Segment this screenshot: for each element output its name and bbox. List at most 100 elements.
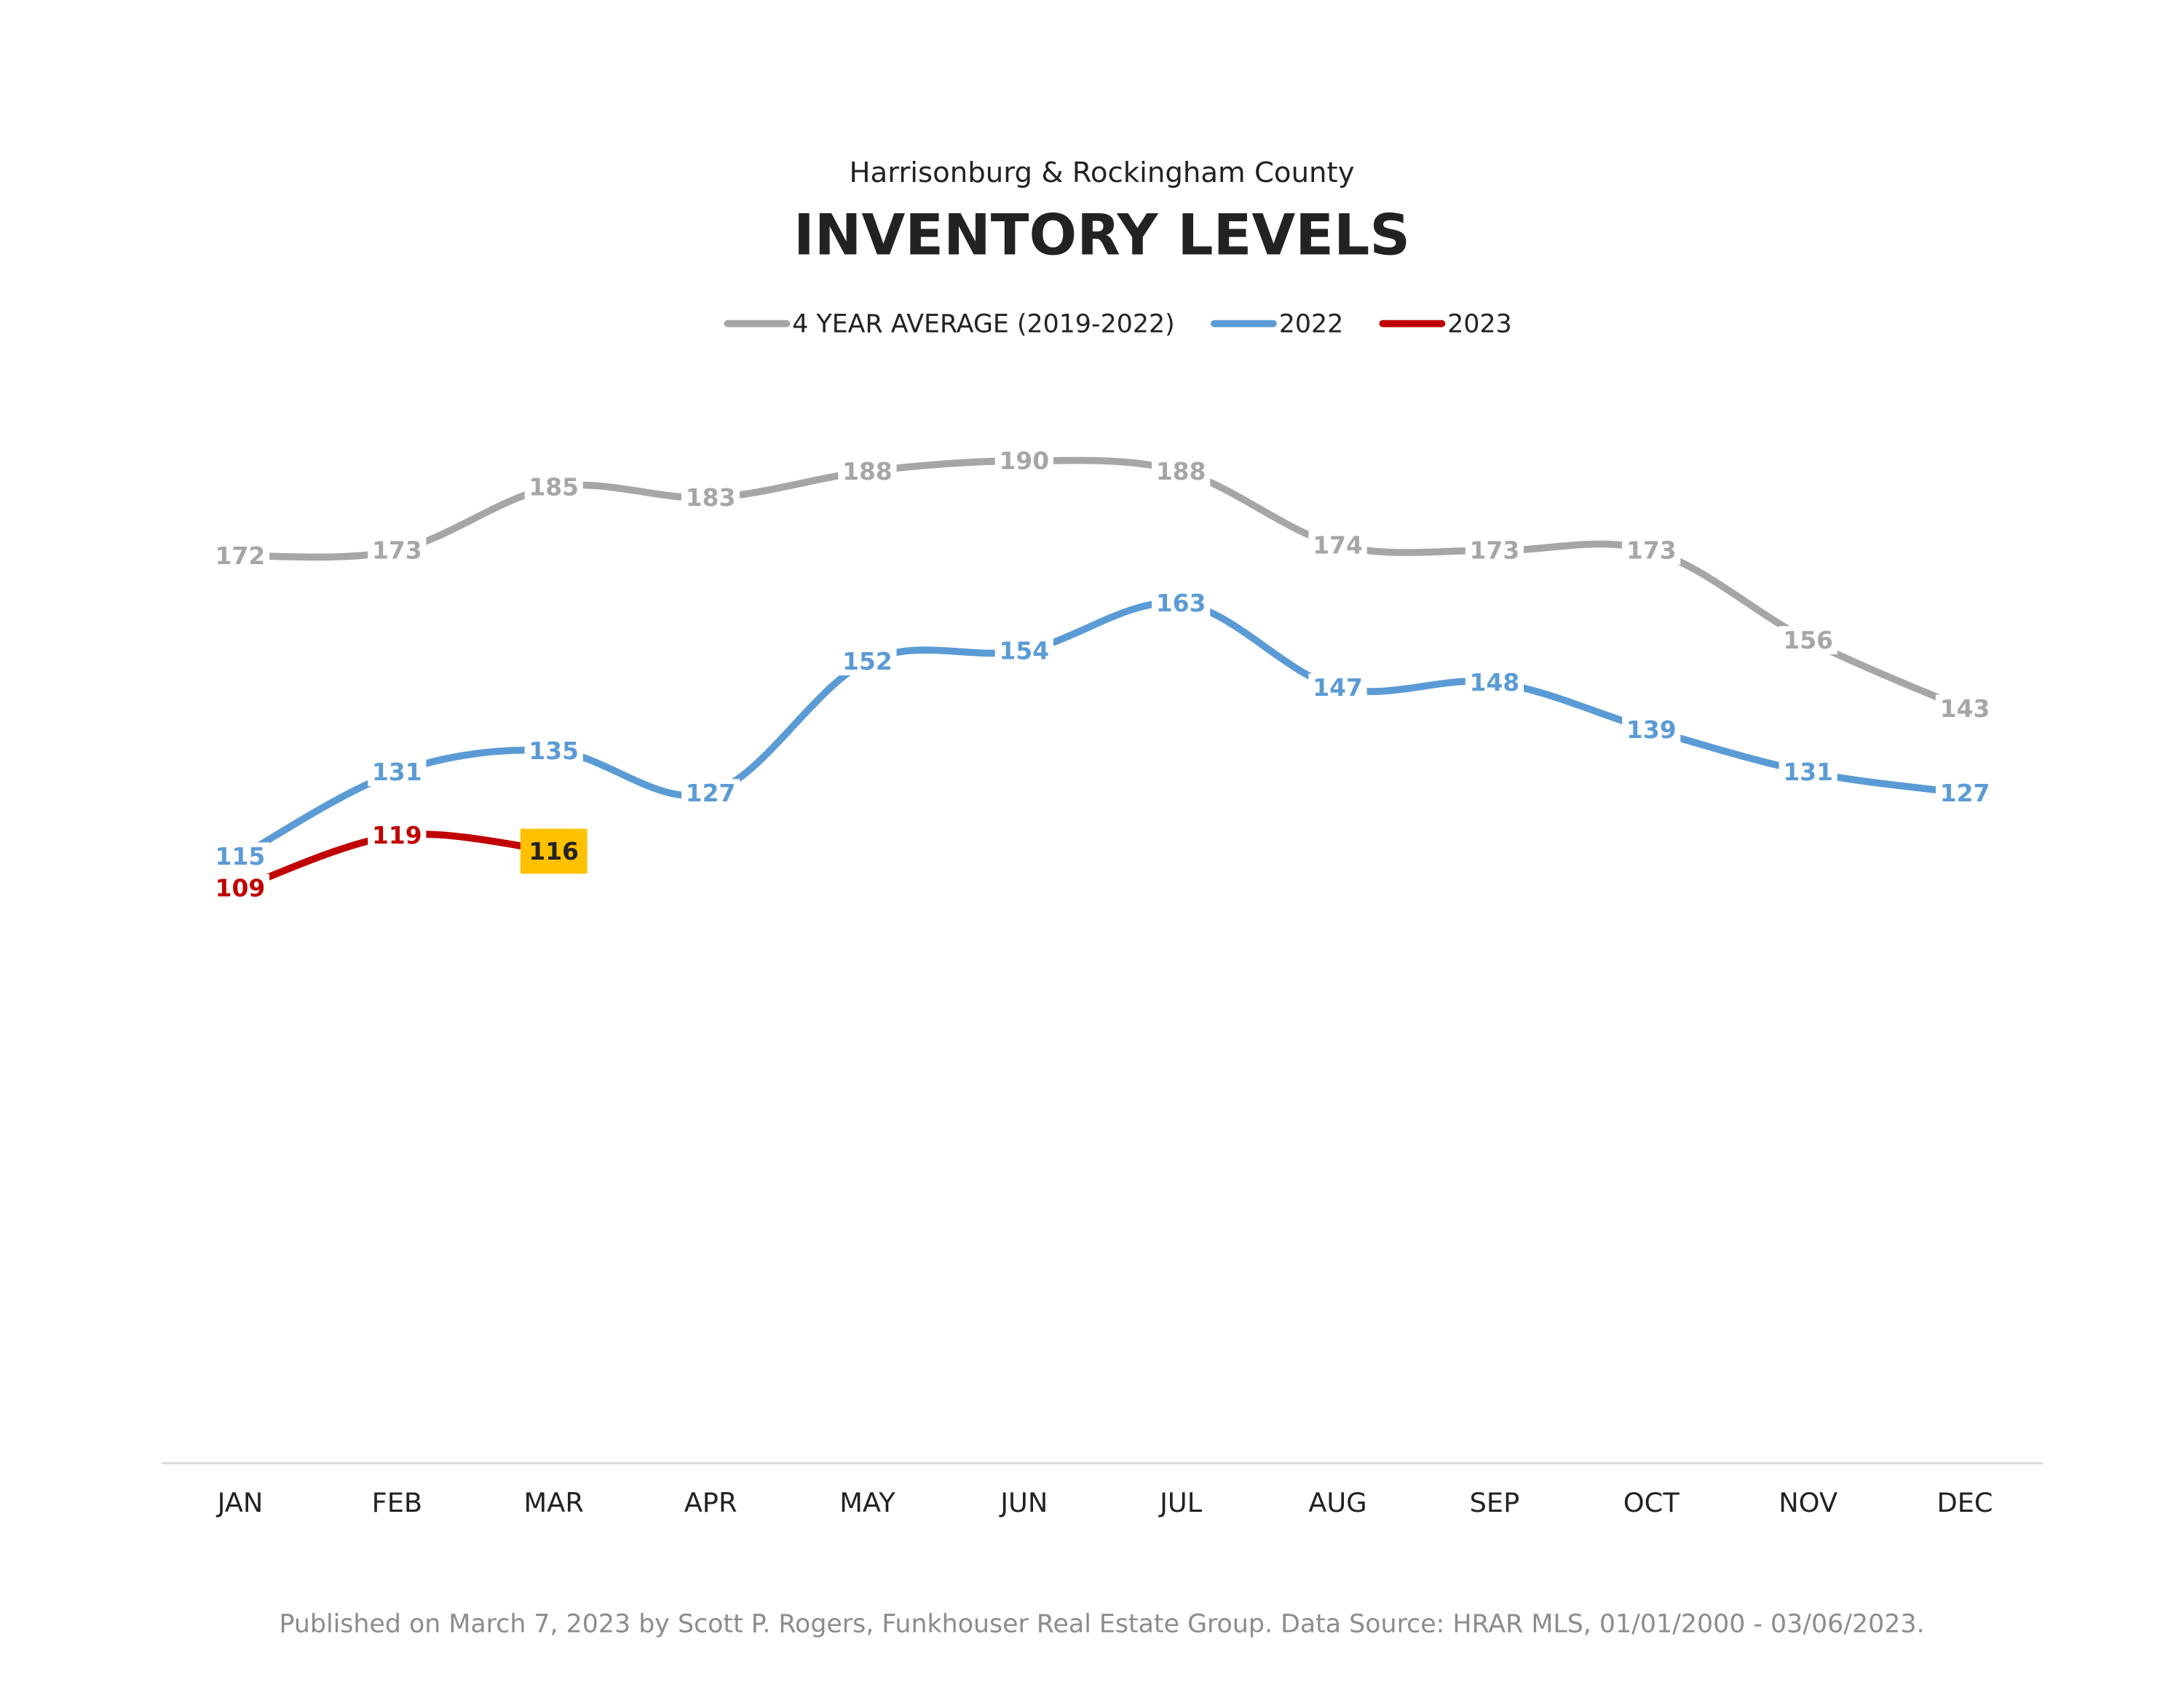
data-label-bg — [210, 873, 270, 903]
data-label: 131 — [372, 758, 422, 786]
data-label-bg — [838, 457, 897, 485]
data-label-bg — [1622, 715, 1681, 745]
chart-subtitle: Harrisonburg & Rockingham County — [849, 156, 1354, 189]
legend-label: 2022 — [1279, 310, 1344, 339]
data-label-group: 188 — [1152, 457, 1211, 485]
data-label-group: 188 — [838, 457, 897, 485]
series-line — [237, 456, 1969, 713]
data-label: 188 — [842, 457, 893, 485]
data-label: 163 — [1156, 589, 1206, 617]
data-label-group: 143 — [1935, 694, 1995, 723]
data-label: 135 — [529, 737, 579, 765]
data-label: 127 — [686, 779, 736, 807]
data-label-bg — [210, 842, 270, 871]
data-label-group: 190 — [994, 446, 1053, 475]
data-label-group: 174 — [1308, 531, 1367, 560]
data-label-bg — [1465, 536, 1524, 565]
data-label-bg — [1622, 536, 1681, 565]
footnote: Published on March 7, 2023 by Scott P. R… — [279, 1610, 1924, 1639]
data-label-bg — [524, 737, 583, 766]
data-label-group: 163 — [1152, 589, 1211, 618]
chart-title: INVENTORY LEVELS — [794, 203, 1410, 269]
data-label-group: 127 — [1935, 779, 1995, 808]
data-label-group: 173 — [1465, 536, 1524, 565]
data-label-group: 152 — [838, 647, 897, 675]
data-label-group: 173 — [368, 536, 427, 565]
x-tick-label: JUN — [999, 1487, 1048, 1518]
legend-label: 2023 — [1447, 310, 1512, 339]
series-line — [237, 599, 1969, 860]
data-label-highlight — [520, 828, 587, 874]
data-label-bg — [681, 483, 740, 512]
data-label: 183 — [686, 483, 736, 512]
data-label-bg — [1308, 673, 1367, 702]
data-label-bg — [368, 758, 427, 787]
data-label-bg — [1152, 589, 1211, 618]
data-label-bg — [838, 647, 897, 675]
data-label: 173 — [1626, 536, 1677, 565]
data-label: 154 — [1000, 636, 1050, 665]
data-label-group: 173 — [1622, 536, 1681, 565]
data-label: 139 — [1626, 715, 1677, 744]
x-tick-label: JAN — [216, 1487, 264, 1518]
x-tick-label: AUG — [1308, 1487, 1366, 1518]
data-label: 152 — [842, 647, 893, 675]
data-label-group: 115 — [210, 842, 270, 871]
data-label-group: 109 — [210, 873, 270, 903]
data-label-group: 148 — [1465, 668, 1524, 697]
data-label: 115 — [215, 842, 266, 871]
data-label: 156 — [1783, 626, 1833, 654]
data-label-bg — [1935, 694, 1995, 723]
legend-label: 4 YEAR AVERAGE (2019-2022) — [792, 310, 1174, 339]
data-label-bg — [524, 472, 583, 501]
data-label: 173 — [372, 536, 422, 565]
data-label-group: 135 — [524, 737, 583, 766]
data-label-group: 147 — [1308, 673, 1367, 702]
data-label-group: 185 — [524, 472, 583, 501]
data-label-bg — [994, 636, 1053, 665]
data-label-group: 131 — [368, 758, 427, 787]
x-tick-label: DEC — [1936, 1487, 1993, 1518]
data-label-group: 172 — [210, 542, 270, 570]
data-label: 147 — [1313, 673, 1363, 702]
x-tick-label: FEB — [372, 1487, 423, 1518]
data-label-bg — [681, 779, 740, 808]
data-label: 119 — [372, 821, 422, 849]
data-label-bg — [1935, 779, 1995, 808]
data-label-group: 139 — [1622, 715, 1681, 745]
x-tick-label: MAR — [524, 1487, 584, 1518]
data-label-bg — [1779, 626, 1837, 654]
x-tick-label: SEP — [1470, 1487, 1520, 1518]
data-label-group: 183 — [681, 483, 740, 512]
data-label-group: 154 — [994, 636, 1053, 665]
data-label: 131 — [1783, 758, 1833, 786]
data-label: 173 — [1470, 536, 1520, 565]
data-label-bg — [994, 446, 1053, 475]
x-tick-label: NOV — [1779, 1487, 1837, 1518]
data-label-bg — [368, 536, 427, 565]
data-label: 174 — [1313, 531, 1363, 559]
data-label-group: 119 — [368, 821, 427, 850]
data-label: 143 — [1940, 694, 1990, 723]
data-label-bg — [368, 821, 427, 850]
data-label: 148 — [1470, 668, 1520, 697]
data-label: 172 — [215, 542, 266, 570]
x-tick-label: JUL — [1158, 1487, 1203, 1518]
data-label: 127 — [1940, 779, 1990, 807]
data-label: 185 — [529, 473, 579, 501]
data-label-group: 131 — [1779, 758, 1837, 786]
data-label-group: 127 — [681, 779, 740, 807]
data-label: 109 — [215, 874, 266, 903]
data-label: 116 — [529, 837, 579, 865]
data-label: 190 — [1000, 447, 1050, 475]
x-tick-label: MAY — [839, 1487, 895, 1518]
data-label-bg — [1152, 457, 1211, 485]
data-label-bg — [210, 542, 270, 570]
data-label: 188 — [1156, 457, 1206, 485]
x-tick-label: OCT — [1623, 1487, 1680, 1518]
data-label-bg — [1779, 758, 1837, 787]
x-tick-label: APR — [684, 1487, 737, 1518]
data-label-bg — [1308, 531, 1367, 560]
